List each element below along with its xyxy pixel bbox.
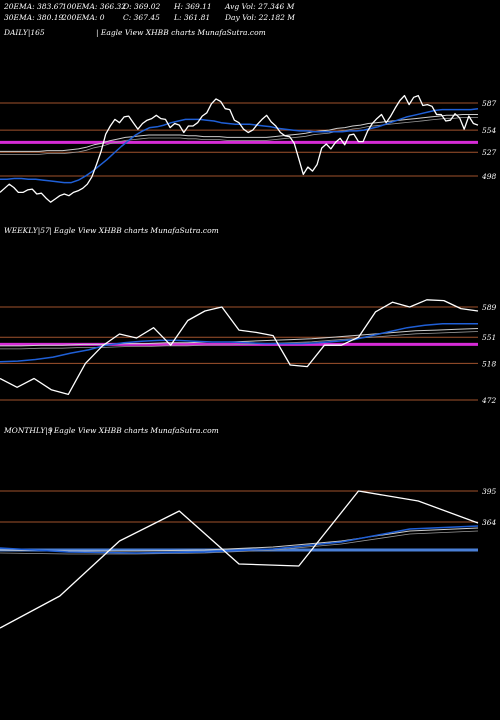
monthly-price-line bbox=[0, 490, 479, 629]
monthly-ema-fast-line bbox=[0, 525, 479, 554]
weekly-ema-slow-line bbox=[0, 328, 479, 347]
day-volume-value: Day Vol: 22.182 M bbox=[225, 13, 295, 22]
weekly-panel-subtitle: | Eagle View XHBB charts MunafaSutra.com bbox=[49, 226, 219, 235]
level-label: 589 bbox=[482, 303, 497, 312]
ema30-value: 30EMA: 380.19 bbox=[4, 13, 64, 22]
daily-panel-title: DAILY|165 bbox=[4, 28, 45, 37]
support-band bbox=[0, 140, 478, 144]
weekly-panel: 589 551 518 472 bbox=[0, 299, 497, 405]
level-label: 498 bbox=[481, 172, 497, 181]
level-label: 518 bbox=[482, 359, 497, 368]
monthly-ema-slow-line-2 bbox=[0, 530, 479, 555]
level-label: 554 bbox=[482, 126, 497, 135]
ema20-value: 20EMA: 383.67 bbox=[4, 2, 64, 11]
low-value: L: 361.81 bbox=[174, 13, 211, 22]
daily-panel: 587 554 527 498 bbox=[0, 94, 497, 203]
ema200-value: 200EMA: 0 bbox=[62, 13, 105, 22]
monthly-panel: 395 364 bbox=[0, 487, 497, 629]
ema100-value: 100EMA: 366.32 bbox=[62, 2, 127, 11]
monthly-panel-title: MONTHLY|9 bbox=[4, 426, 53, 435]
weekly-price-line bbox=[0, 299, 479, 396]
daily-ema-slow-line bbox=[0, 114, 478, 152]
weekly-panel-title: WEEKLY|57 bbox=[4, 226, 50, 235]
monthly-panel-subtitle: | Eagle View XHBB charts MunafaSutra.com bbox=[49, 426, 219, 435]
open-value: O: 369.02 bbox=[123, 2, 161, 11]
level-label: 364 bbox=[482, 518, 497, 527]
avg-volume-value: Avg Vol: 27.346 M bbox=[225, 2, 295, 11]
level-label: 472 bbox=[481, 396, 497, 405]
monthly-ema-slow-line bbox=[0, 527, 479, 552]
daily-ema-fast-line bbox=[0, 107, 479, 184]
level-label: 395 bbox=[482, 487, 497, 496]
level-label: 527 bbox=[482, 148, 497, 157]
high-value: H: 369.11 bbox=[174, 2, 212, 11]
close-value: C: 367.45 bbox=[123, 13, 160, 22]
daily-ema-slow-line-2 bbox=[0, 117, 478, 155]
level-label: 551 bbox=[482, 333, 496, 342]
daily-price-line bbox=[0, 94, 479, 203]
daily-panel-subtitle: | Eagle View XHBB charts MunafaSutra.com bbox=[96, 28, 266, 37]
weekly-ema-fast-line bbox=[0, 322, 478, 363]
level-label: 587 bbox=[482, 99, 497, 108]
weekly-ema-slow-line-2 bbox=[0, 331, 479, 350]
